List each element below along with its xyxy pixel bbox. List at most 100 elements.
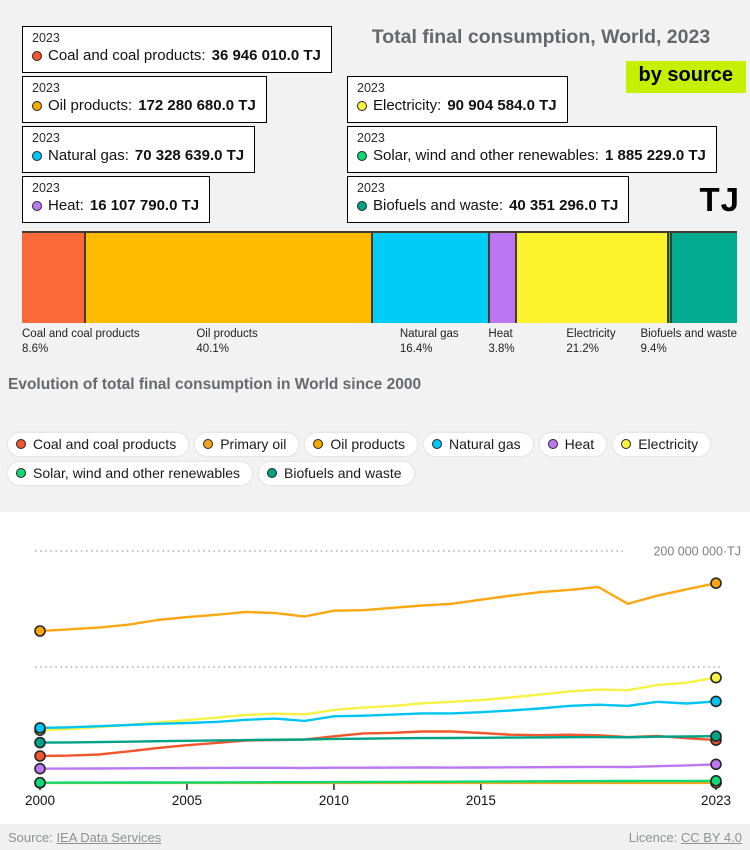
bar-segment-solar-wind-and-other-renewables[interactable]	[666, 233, 670, 323]
tooltip-year: 2023	[32, 81, 60, 95]
tooltip-oil-products: 2023 Oil products: 172 280 680.0 TJ	[22, 76, 267, 123]
line-heat[interactable]	[38, 763, 718, 770]
x-tick-label: 2023	[701, 793, 731, 808]
tooltip-line: Electricity: 90 904 584.0 TJ	[357, 96, 557, 115]
tooltip-line: Coal and coal products: 36 946 010.0 TJ	[32, 46, 321, 65]
tooltip-electricity: 2023 Electricity: 90 904 584.0 TJ	[347, 76, 568, 123]
tooltip-year: 2023	[357, 131, 385, 145]
legend-label: Electricity	[638, 436, 699, 452]
legend-item-biofuels-and-waste[interactable]: Biofuels and waste	[259, 462, 414, 485]
tooltip-label: Oil products:	[48, 97, 133, 114]
point-solar-wind-and-other-renewables[interactable]	[710, 774, 722, 787]
point-electricity[interactable]	[710, 671, 722, 684]
x-tick-label: 2005	[172, 793, 202, 808]
legend-item-coal-and-coal-products[interactable]: Coal and coal products	[8, 433, 189, 456]
tooltip-year: 2023	[357, 181, 385, 195]
tooltip-label: Biofuels and waste:	[373, 197, 504, 214]
licence-prefix: Licence:	[628, 829, 678, 845]
point-biofuels-and-waste[interactable]	[34, 736, 46, 749]
x-tick-label: 2010	[319, 793, 349, 808]
x-tick-label: 2015	[466, 793, 496, 808]
bar-segment-heat[interactable]	[487, 233, 516, 323]
point-solar-wind-and-other-renewables[interactable]	[34, 776, 46, 789]
point-natural-gas[interactable]	[34, 722, 46, 734]
tooltip-label: Electricity:	[373, 97, 442, 114]
legend-item-primary-oil[interactable]: Primary oil	[195, 433, 299, 456]
tooltip-natural-gas: 2023 Natural gas: 70 328 639.0 TJ	[22, 126, 256, 173]
legend-label: Biofuels and waste	[284, 465, 402, 481]
x-tick-label: 2000	[25, 793, 55, 808]
point-heat[interactable]	[34, 762, 46, 775]
heat-dot-icon	[32, 200, 42, 211]
oil-products-dot-icon	[32, 100, 42, 111]
legend-dot-icon	[267, 468, 278, 478]
legend-item-heat[interactable]: Heat	[539, 433, 607, 456]
biofuels-dot-icon	[357, 200, 367, 211]
electricity-dot-icon	[357, 100, 367, 111]
tooltip-label: Coal and coal products:	[48, 47, 206, 64]
legend-item-electricity[interactable]: Electricity	[613, 433, 711, 456]
bar-label-biofuels-and-waste: Biofuels and waste 9.4%	[640, 328, 737, 355]
tooltip-line: Oil products: 172 280 680.0 TJ	[32, 96, 256, 115]
legend-label: Solar, wind and other renewables	[33, 465, 241, 481]
bar-segment-natural-gas[interactable]	[370, 233, 488, 323]
legend-dot-icon	[16, 439, 26, 449]
stacked-bar	[22, 231, 737, 323]
tooltip-biofuels-waste: 2023 Biofuels and waste: 40 351 296.0 TJ	[347, 176, 630, 223]
tooltip-line: Solar, wind and other renewables: 1 885 …	[357, 146, 706, 165]
by-source-badge: by source	[625, 61, 746, 93]
tooltip-value: 1 885 229.0 TJ	[604, 147, 706, 164]
line-natural-gas[interactable]	[38, 700, 718, 730]
tooltip-line: Biofuels and waste: 40 351 296.0 TJ	[357, 196, 618, 215]
bar-labels: Coal and coal products 8.6% Oil products 40…	[22, 327, 737, 361]
tooltip-label: Heat:	[48, 197, 84, 214]
licence-link[interactable]: CC BY 4.0	[680, 829, 742, 845]
evolution-line-chart: 200 000 000·TJ 2000 2005 2010 2015 2023	[25, 545, 741, 809]
legend-label: Natural gas	[449, 436, 521, 452]
natural-gas-dot-icon	[32, 150, 42, 161]
bar-segment-coal-and-coal-products[interactable]	[22, 233, 84, 323]
solar-wind-dot-icon	[357, 150, 367, 161]
source-text: Source: IEA Data Services	[8, 830, 161, 845]
point-coal-and-coal-products[interactable]	[34, 750, 46, 762]
line-electricity[interactable]	[38, 676, 718, 732]
tooltip-value: 70 328 639.0 TJ	[134, 147, 245, 164]
point-heat[interactable]	[710, 758, 722, 771]
bar-label-coal-and-coal-products: Coal and coal products 8.6%	[22, 328, 140, 355]
tooltip-value: 172 280 680.0 TJ	[138, 97, 256, 114]
bar-segment-electricity[interactable]	[515, 233, 667, 323]
tooltip-year: 2023	[32, 31, 60, 45]
tooltip-value: 16 107 790.0 TJ	[89, 197, 200, 214]
legend-item-natural-gas[interactable]: Natural gas	[424, 433, 533, 456]
point-oil-products[interactable]	[34, 625, 46, 637]
line-biofuels-and-waste[interactable]	[38, 734, 718, 744]
bar-label-heat: Heat 3.8%	[488, 328, 515, 355]
point-biofuels-and-waste[interactable]	[710, 730, 722, 742]
bar-segment-oil-products[interactable]	[83, 233, 371, 323]
page-title: Total final consumption, World, 2023	[371, 26, 711, 48]
legend-label: Heat	[564, 436, 595, 452]
tooltip-solar-wind-renewables: 2023 Solar, wind and other renewables: 1…	[347, 126, 717, 173]
source-link[interactable]: IEA Data Services	[56, 829, 162, 845]
tooltip-value: 36 946 010.0 TJ	[211, 47, 321, 64]
line-solar-wind-and-other-renewables[interactable]	[38, 779, 718, 784]
point-oil-products[interactable]	[710, 577, 722, 589]
point-natural-gas[interactable]	[710, 695, 722, 708]
legend: Coal and coal products Primary oil Oil pro…	[8, 433, 732, 485]
legend-item-solar-wind-and-other-renewables[interactable]: Solar, wind and other renewables	[8, 462, 253, 485]
bar-segment-biofuels-and-waste[interactable]	[669, 233, 737, 323]
bar-label-oil-products: Oil products 40.1%	[196, 328, 258, 355]
footer: Source: IEA Data Services Licence: CC BY…	[0, 824, 750, 850]
legend-dot-icon	[203, 439, 214, 449]
tooltip-year: 2023	[357, 81, 385, 95]
line-coal-and-coal-products[interactable]	[38, 730, 718, 758]
legend-item-oil-products[interactable]: Oil products	[305, 433, 418, 456]
legend-dot-icon	[621, 439, 632, 449]
tooltip-year: 2023	[32, 181, 60, 195]
line-oil-products[interactable]	[38, 581, 718, 633]
tooltip-label: Natural gas:	[48, 147, 129, 164]
tooltip-heat: 2023 Heat: 16 107 790.0 TJ	[22, 176, 211, 223]
tooltip-coal: 2023 Coal and coal products: 36 946 010.…	[22, 26, 332, 73]
tooltip-line: Heat: 16 107 790.0 TJ	[32, 196, 199, 215]
